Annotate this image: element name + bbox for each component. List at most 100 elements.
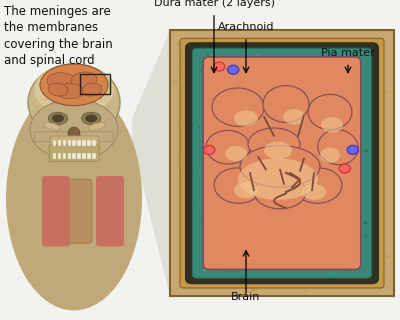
Ellipse shape	[234, 182, 258, 198]
Circle shape	[292, 48, 297, 52]
Bar	[92, 140, 96, 146]
Circle shape	[180, 138, 185, 142]
Bar	[53, 153, 56, 159]
Circle shape	[234, 60, 236, 61]
Circle shape	[314, 154, 317, 156]
Circle shape	[282, 138, 284, 139]
Circle shape	[217, 171, 219, 173]
Ellipse shape	[68, 127, 80, 140]
Ellipse shape	[82, 112, 101, 124]
Circle shape	[237, 265, 242, 269]
Circle shape	[351, 242, 355, 245]
Circle shape	[339, 164, 350, 173]
Bar	[87, 140, 91, 146]
Circle shape	[283, 155, 285, 157]
Ellipse shape	[40, 64, 108, 106]
Circle shape	[212, 60, 216, 63]
Circle shape	[350, 69, 352, 71]
Circle shape	[203, 75, 206, 77]
Circle shape	[262, 92, 265, 94]
Circle shape	[241, 156, 246, 160]
Circle shape	[330, 163, 332, 164]
Circle shape	[246, 75, 248, 76]
Circle shape	[356, 169, 359, 172]
Ellipse shape	[320, 148, 340, 163]
Circle shape	[294, 255, 298, 259]
Ellipse shape	[254, 175, 306, 209]
Bar	[58, 153, 61, 159]
Circle shape	[259, 93, 263, 96]
Circle shape	[248, 260, 254, 265]
Circle shape	[210, 179, 214, 182]
Circle shape	[233, 281, 238, 285]
Circle shape	[184, 66, 189, 70]
Circle shape	[212, 219, 216, 221]
Circle shape	[314, 153, 316, 155]
Circle shape	[208, 91, 211, 93]
Circle shape	[208, 150, 212, 153]
Circle shape	[287, 69, 290, 71]
Circle shape	[331, 233, 334, 236]
Circle shape	[338, 169, 341, 171]
Circle shape	[253, 129, 257, 132]
Circle shape	[225, 39, 229, 42]
Circle shape	[297, 262, 300, 264]
FancyBboxPatch shape	[35, 132, 113, 142]
Circle shape	[293, 91, 298, 95]
Circle shape	[238, 206, 244, 211]
Circle shape	[283, 207, 288, 211]
Circle shape	[351, 193, 354, 195]
Ellipse shape	[302, 184, 326, 200]
Circle shape	[214, 62, 225, 71]
Ellipse shape	[206, 130, 250, 164]
Ellipse shape	[308, 94, 352, 130]
Circle shape	[250, 95, 252, 97]
Bar	[62, 140, 66, 146]
Circle shape	[321, 173, 323, 175]
Text: Dura mater (2 layers): Dura mater (2 layers)	[154, 0, 274, 8]
Circle shape	[226, 71, 230, 74]
Circle shape	[216, 118, 219, 121]
Circle shape	[200, 202, 202, 204]
FancyBboxPatch shape	[42, 176, 70, 246]
Circle shape	[297, 185, 298, 186]
Circle shape	[340, 218, 343, 220]
Circle shape	[239, 159, 245, 164]
Circle shape	[205, 81, 208, 84]
Circle shape	[374, 43, 380, 48]
FancyBboxPatch shape	[203, 57, 361, 269]
Circle shape	[267, 109, 271, 112]
Circle shape	[369, 229, 372, 232]
FancyBboxPatch shape	[192, 48, 372, 278]
Circle shape	[231, 178, 234, 180]
Circle shape	[254, 91, 256, 92]
Circle shape	[306, 183, 307, 184]
Circle shape	[259, 101, 262, 103]
Circle shape	[202, 217, 205, 220]
Circle shape	[236, 124, 237, 126]
Circle shape	[232, 268, 234, 269]
Circle shape	[209, 224, 212, 227]
Circle shape	[197, 203, 203, 208]
FancyBboxPatch shape	[180, 38, 384, 288]
Circle shape	[302, 182, 304, 185]
Circle shape	[216, 75, 219, 78]
Text: The meninges are
the membranes
covering the brain
and spinal cord: The meninges are the membranes covering …	[4, 5, 113, 67]
Circle shape	[274, 206, 277, 209]
Circle shape	[234, 113, 238, 115]
Circle shape	[303, 119, 305, 121]
Circle shape	[214, 184, 218, 188]
Circle shape	[295, 266, 300, 269]
Circle shape	[222, 271, 225, 274]
Circle shape	[189, 249, 195, 253]
Circle shape	[357, 112, 360, 114]
Circle shape	[202, 168, 205, 171]
Ellipse shape	[30, 99, 118, 160]
Ellipse shape	[52, 114, 64, 122]
Circle shape	[346, 60, 350, 63]
Bar	[53, 140, 56, 146]
Circle shape	[343, 164, 346, 167]
Circle shape	[318, 94, 321, 97]
Circle shape	[326, 184, 329, 186]
Circle shape	[306, 127, 308, 129]
